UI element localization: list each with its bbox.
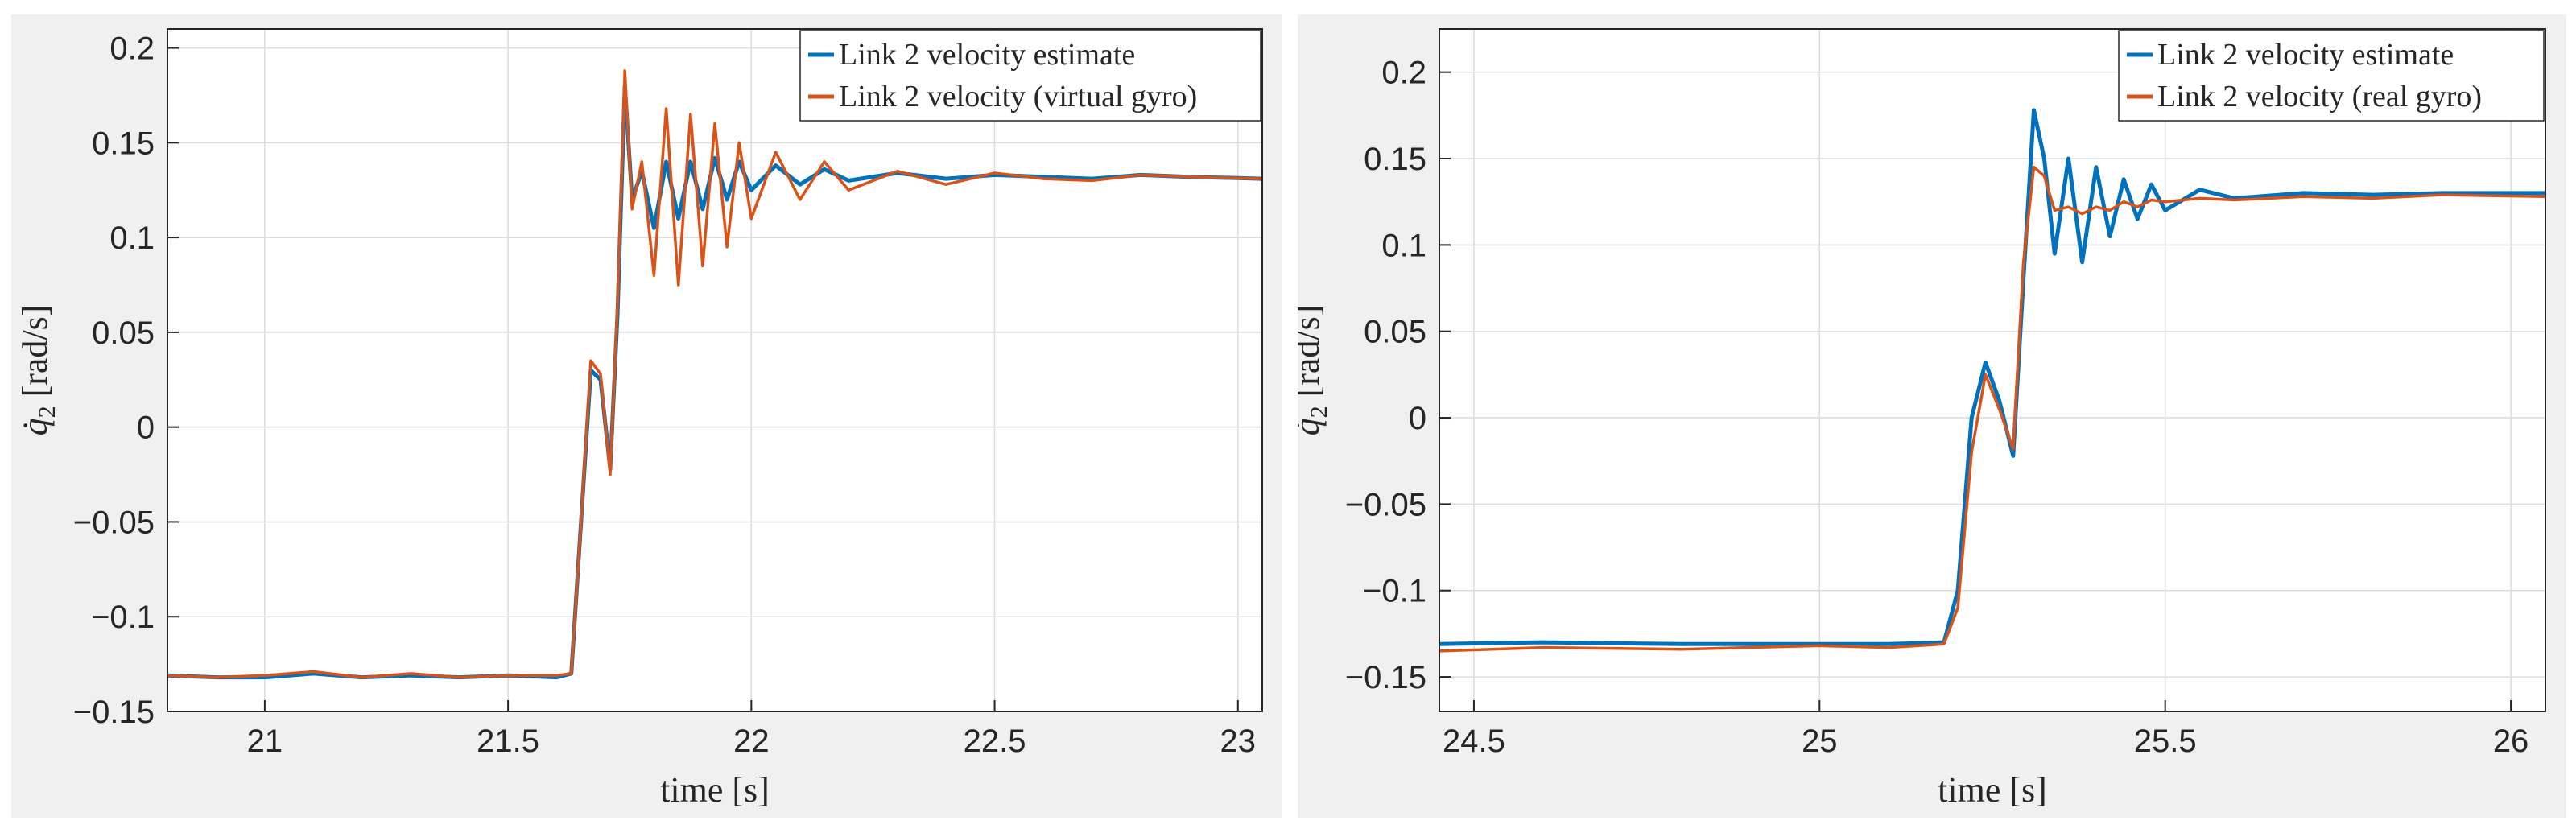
x-axis-label: time [s] xyxy=(660,770,770,810)
x-tick-label: 24.5 xyxy=(1443,724,1505,759)
left-plot-panel: 21 21.5 22 22.5 23 −0.15 −0.1 −0.05 0 0.05 0.1 0.15… xyxy=(11,14,1282,818)
legend-label: Link 2 velocity estimate xyxy=(839,38,1135,72)
plot-area xyxy=(1439,29,2545,711)
y-tick-label: 0.1 xyxy=(109,221,155,256)
right-plot-panel: 24.5 25 25.5 26 −0.15 −0.1 −0.05 0 0.05 0.1 0.15 0.… xyxy=(1298,14,2566,818)
series-line-estimate xyxy=(1439,108,2545,646)
axes-box xyxy=(1439,28,2546,712)
y-axis-label: q̇2 [rad/s] xyxy=(15,305,60,436)
x-tick-label: 25.5 xyxy=(2134,724,2197,759)
y-tick-label: −0.05 xyxy=(73,505,155,540)
series-line-gyro xyxy=(167,69,1263,679)
legend-box xyxy=(2118,30,2545,122)
legend-box xyxy=(799,30,1261,122)
y-tick-label: 0 xyxy=(137,410,155,446)
legend-label: Link 2 velocity (virtual gyro) xyxy=(839,80,1197,113)
y-tick-label: 0.15 xyxy=(1364,142,1426,177)
y-tick-label: −0.15 xyxy=(1345,660,1426,695)
axes-box xyxy=(167,28,1263,712)
y-tick-label: 0.15 xyxy=(92,126,155,161)
x-tick-label: 22.5 xyxy=(964,724,1026,759)
right-chart: 24.5 25 25.5 26 −0.15 −0.1 −0.05 0 0.05 0.1 0.15 0.… xyxy=(1298,28,2546,810)
y-axis-label: q̇2 [rad/s] xyxy=(1298,305,1332,436)
y-tick-label: 0.05 xyxy=(1364,315,1426,350)
y-tick-label: −0.15 xyxy=(73,695,155,730)
y-tick-label: 0.2 xyxy=(1381,56,1426,91)
y-tick-label: −0.1 xyxy=(91,600,155,635)
x-tick-label: 22 xyxy=(733,724,770,759)
left-chart: 21 21.5 22 22.5 23 −0.15 −0.1 −0.05 0 0.05 0.1 0.15… xyxy=(15,28,1263,810)
y-tick-label: 0.05 xyxy=(92,315,155,351)
legend-label: Link 2 velocity (real gyro) xyxy=(2157,80,2482,113)
legend-label: Link 2 velocity estimate xyxy=(2157,38,2454,72)
x-axis-label: time [s] xyxy=(1938,770,2047,810)
y-tick-label: 0.2 xyxy=(109,31,155,67)
x-tick-label: 21.5 xyxy=(477,724,539,759)
series-line-gyro xyxy=(1439,165,2546,653)
y-tick-label: 0 xyxy=(1409,401,1426,436)
y-tick-label: 0.1 xyxy=(1381,228,1426,263)
x-tick-label: 23 xyxy=(1220,724,1257,759)
y-tick-label: −0.05 xyxy=(1345,487,1426,522)
x-tick-label: 26 xyxy=(2493,724,2529,759)
x-tick-label: 21 xyxy=(247,724,283,759)
x-tick-label: 25 xyxy=(1802,724,1838,759)
y-tick-label: −0.1 xyxy=(1363,574,1426,609)
